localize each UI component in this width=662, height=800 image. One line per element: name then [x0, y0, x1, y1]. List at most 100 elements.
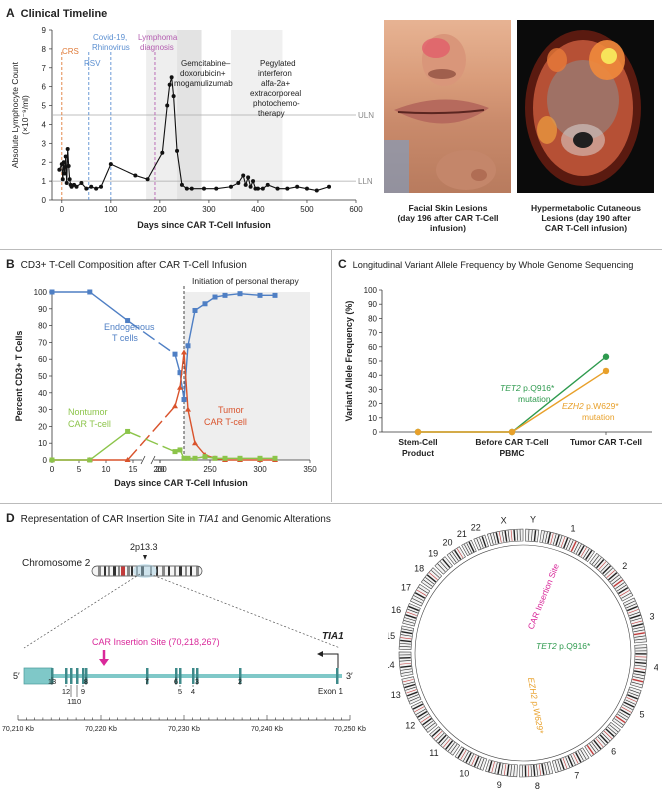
chromosome-band: [447, 742, 456, 752]
alc-point: [99, 184, 104, 189]
chromosome-band: [595, 738, 604, 748]
alc-point: [74, 184, 79, 189]
alc-point: [84, 186, 89, 191]
chromosome-band: [605, 728, 615, 737]
chromosome-label: Chromosome 2: [22, 558, 91, 569]
alc-point: [314, 188, 319, 193]
post-therapy-shade: [184, 292, 310, 460]
chromosome-band: [403, 620, 415, 624]
y-tick-label: 50: [368, 357, 377, 366]
y-tick-label: 50: [38, 372, 47, 381]
centromere: [121, 566, 125, 576]
endogenous-point: [257, 292, 263, 298]
chromosome-band: [479, 537, 484, 548]
alc-point: [248, 184, 253, 189]
x-tick-label: 20: [156, 465, 165, 474]
alc-point: [184, 186, 189, 191]
chromosome-band: [417, 710, 428, 718]
ann-gem-2: doxorubicin+: [180, 69, 226, 78]
circos-inner-ring: [414, 544, 632, 762]
chromosome-band: [406, 689, 417, 694]
chromosome-band: [501, 531, 505, 543]
chromosome-band: [424, 720, 434, 728]
ezh2-label: EZH2 p.W629*: [562, 401, 619, 411]
exon-number: 9: [81, 687, 85, 696]
chromosome-band: [495, 532, 500, 544]
y-tick-label: 6: [42, 83, 47, 92]
chromosome-band: [401, 671, 413, 674]
chromosome-band: [562, 758, 568, 769]
y-tick-label: 60: [368, 343, 377, 352]
divider-a: [0, 249, 662, 250]
ann-crs: CRS: [62, 47, 79, 56]
exon-number: 11: [67, 697, 75, 706]
vaf-chart: 0 10 20 30 40 50 60 70 80 90 100 Variant Allele Fre…: [344, 286, 652, 458]
photo2-caption-line2: Lesions (day 190 after: [541, 213, 631, 223]
chromosome-label: 20: [442, 537, 452, 547]
chromosome-band: [466, 542, 472, 554]
chromosome-band: [449, 553, 457, 563]
x-tick-label: 300: [202, 205, 216, 214]
x-tick-label: 500: [300, 205, 314, 214]
chromosome-label: 11: [429, 748, 438, 758]
chromosome-8-arc: [519, 761, 554, 778]
chromosome-band: [429, 572, 438, 581]
chromosome-band: [431, 728, 441, 738]
chromosome-band: [630, 617, 642, 622]
chromosome-label: 21: [457, 529, 467, 539]
chromosome-band: [400, 665, 412, 669]
chromosome-band: [617, 713, 627, 721]
chromosome-band: [580, 749, 587, 760]
tumor-label-2: CAR T-cell: [204, 417, 247, 427]
axis-break-2: [150, 455, 156, 465]
ezh2-point: [602, 367, 610, 375]
chromosome-band: [622, 704, 633, 710]
axis-break-1: [140, 455, 146, 465]
chromosome-1-arc: [539, 530, 595, 562]
ideogram-band: [179, 566, 182, 576]
x-tick-label: 250: [203, 465, 217, 474]
exon: [82, 668, 85, 684]
panel-d: D Representation of CAR Insertion Site in…: [0, 504, 662, 800]
chromosome-band: [400, 637, 412, 640]
chromosome-band: [570, 541, 577, 552]
alc-point: [79, 181, 84, 185]
y-tick-label: 4: [42, 120, 47, 129]
y-tick-label: 9: [42, 26, 47, 35]
endogenous-point: [237, 291, 243, 297]
chromosome-2-ideogram: [91, 565, 203, 577]
endogenous-label-2: T cells: [112, 333, 138, 343]
exon-number: 5: [178, 687, 182, 696]
y-tick-label: 2: [42, 158, 47, 167]
endogenous-line-early: [52, 291, 129, 322]
alc-point: [179, 182, 184, 187]
chromosome-band: [560, 536, 566, 548]
alc-point: [171, 94, 176, 99]
nontumor-point: [192, 455, 198, 461]
y-axis-label: Absolute Lymphocyte Count(×10⁻⁹/ml): [10, 61, 30, 168]
ideogram-band: [196, 566, 199, 576]
chromosome-band: [405, 614, 417, 619]
ann-peg-3: alfa-2a+: [261, 79, 290, 88]
chromosome-band: [550, 533, 554, 545]
facial-skin-caption: Facial Skin Lesions (day 196 after CAR T…: [378, 203, 518, 233]
alc-point: [65, 147, 70, 151]
alc-point: [133, 173, 138, 178]
chromosome-band: [531, 529, 533, 541]
chromosome-band: [619, 708, 631, 716]
y-tick-label: 80: [38, 322, 47, 331]
chromosome-band: [465, 752, 472, 763]
chromosome-band: [585, 550, 593, 560]
photo2-caption-line3: CAR T-Cell infusion): [544, 223, 628, 233]
chromosome-band: [591, 555, 600, 565]
endogenous-label-1: Endogenous: [104, 322, 155, 332]
nontumor-point: [257, 455, 263, 461]
chromosome-band: [422, 717, 432, 726]
nontumor-line-gap: [127, 430, 176, 453]
chromosome-band: [635, 661, 647, 665]
chromosome-label: 17: [401, 583, 411, 593]
ideogram-band: [156, 566, 158, 576]
chromosome-band: [544, 763, 548, 775]
nontumor-point: [202, 454, 208, 460]
chromosome-band: [433, 730, 443, 740]
